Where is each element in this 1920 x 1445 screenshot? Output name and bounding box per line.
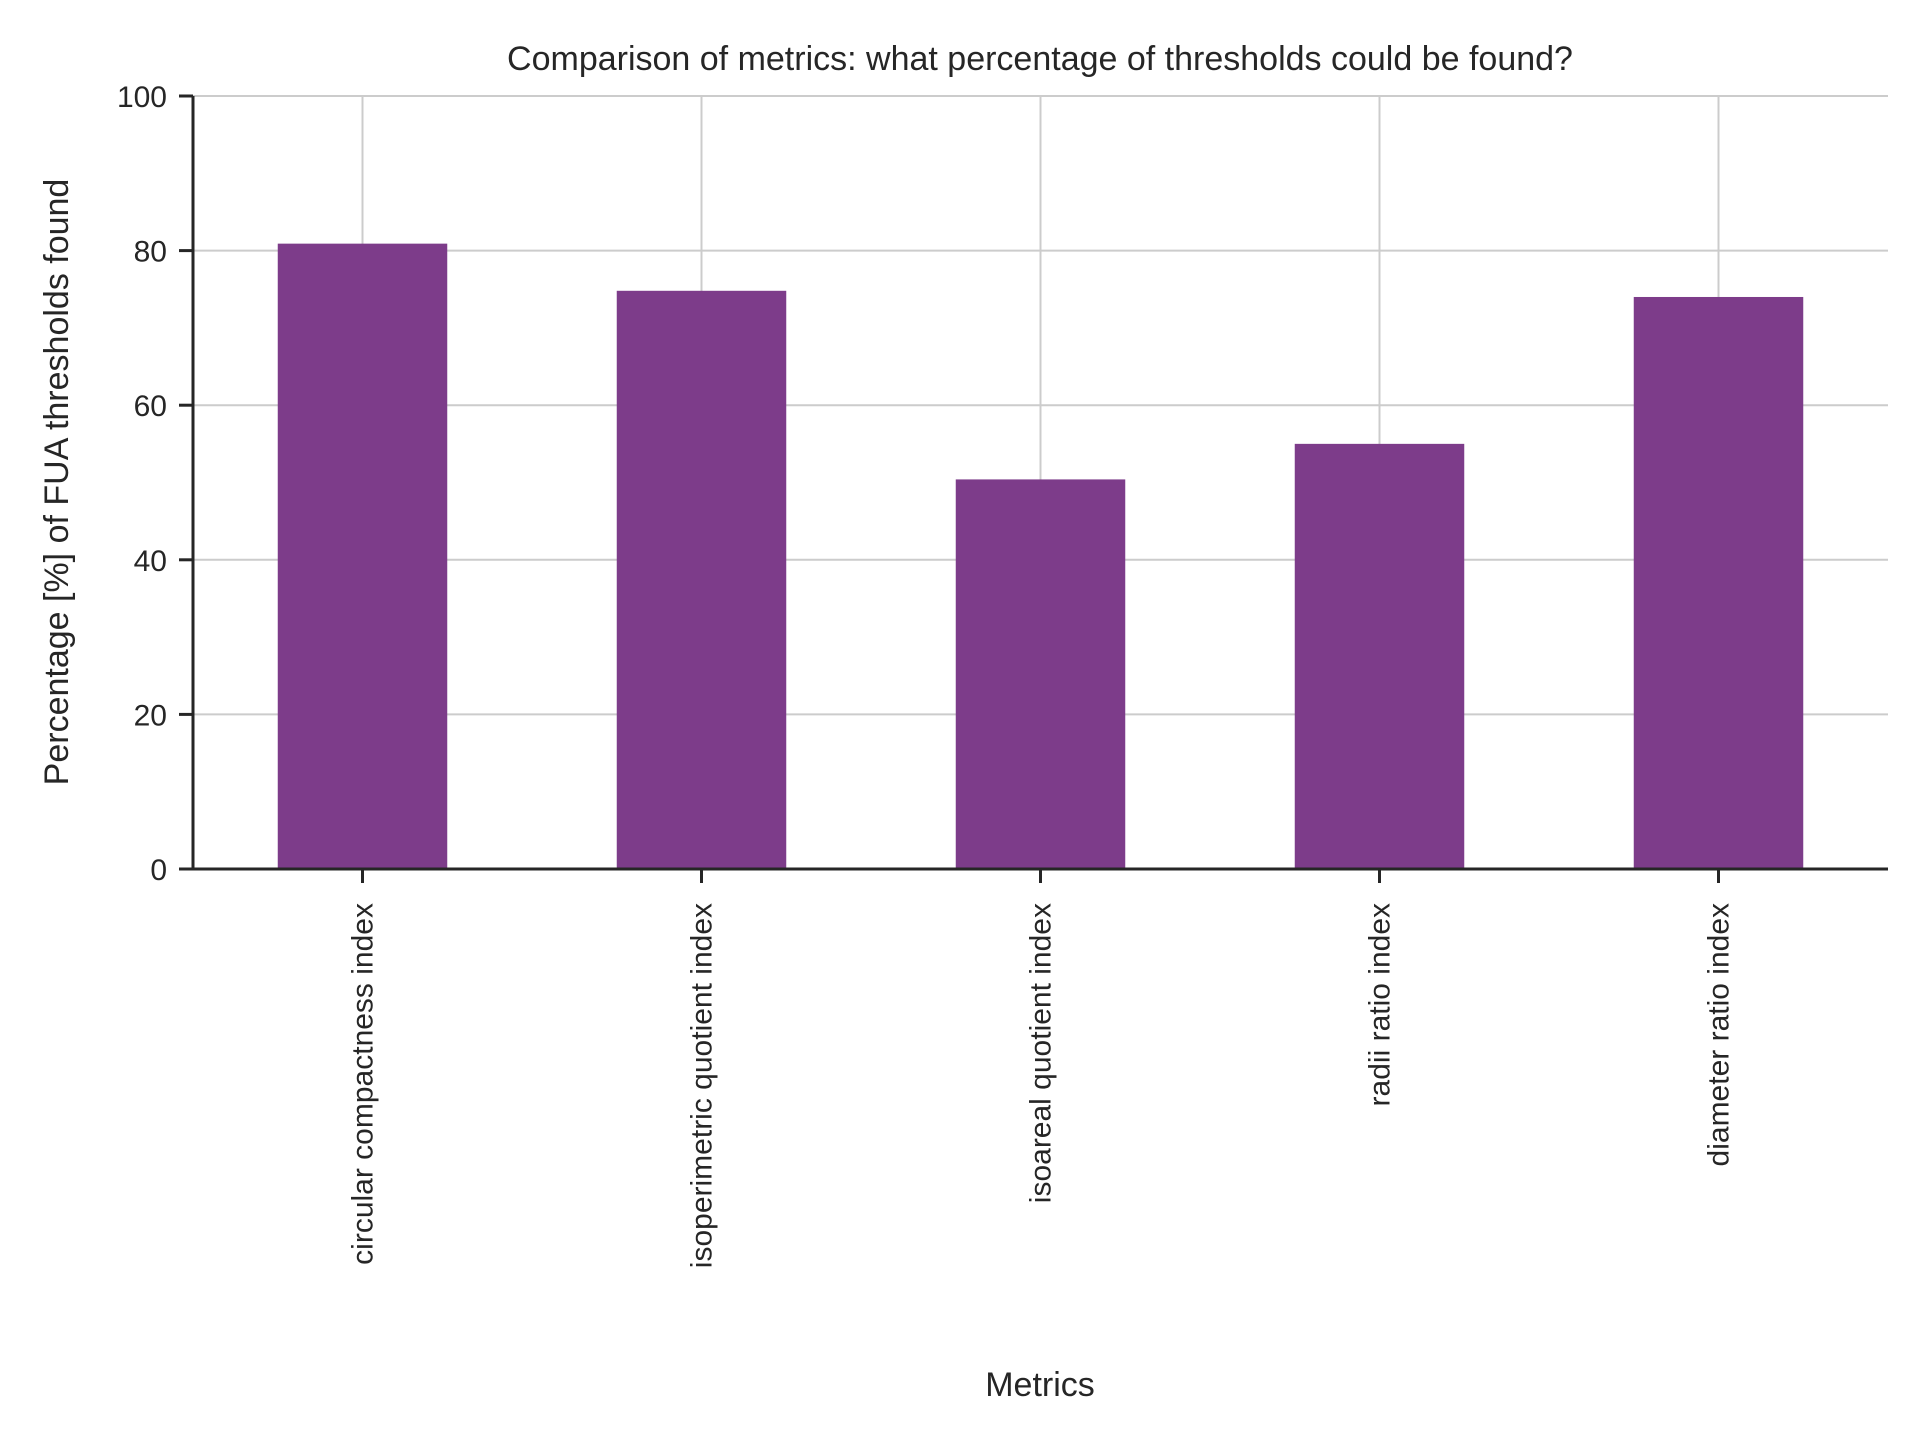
y-ticks: 0 20 40 60 80 100 — [117, 81, 193, 887]
x-tick-label: isoperimetric quotient index — [686, 903, 719, 1268]
bars-layer — [277, 243, 1804, 870]
y-tick-label: 40 — [134, 545, 167, 578]
bar — [616, 290, 787, 869]
x-axis-label: Metrics — [985, 1366, 1095, 1404]
bar — [1633, 296, 1804, 870]
y-tick-label: 60 — [134, 390, 167, 423]
y-tick-label: 100 — [117, 81, 167, 114]
x-tick-label: circular compactness index — [347, 903, 380, 1265]
y-tick-label: 0 — [150, 854, 167, 887]
bar — [277, 243, 448, 869]
x-ticks: circular compactness index isoperimetric … — [347, 869, 1736, 1268]
x-tick-label: isoareal quotient index — [1025, 903, 1058, 1203]
bar — [955, 479, 1126, 869]
y-axis-label: Percentage [%] of FUA thresholds found — [38, 179, 76, 786]
x-tick-label: radii ratio index — [1364, 903, 1397, 1106]
chart-title: Comparison of metrics: what percentage o… — [507, 40, 1573, 78]
y-tick-label: 80 — [134, 236, 167, 269]
x-tick-label: diameter ratio index — [1703, 903, 1736, 1166]
y-tick-label: 20 — [134, 699, 167, 732]
bar — [1294, 443, 1465, 869]
